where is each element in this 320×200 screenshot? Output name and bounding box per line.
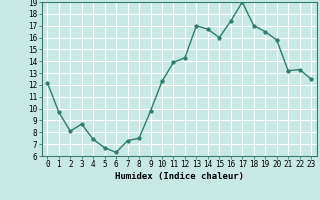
X-axis label: Humidex (Indice chaleur): Humidex (Indice chaleur) — [115, 172, 244, 181]
